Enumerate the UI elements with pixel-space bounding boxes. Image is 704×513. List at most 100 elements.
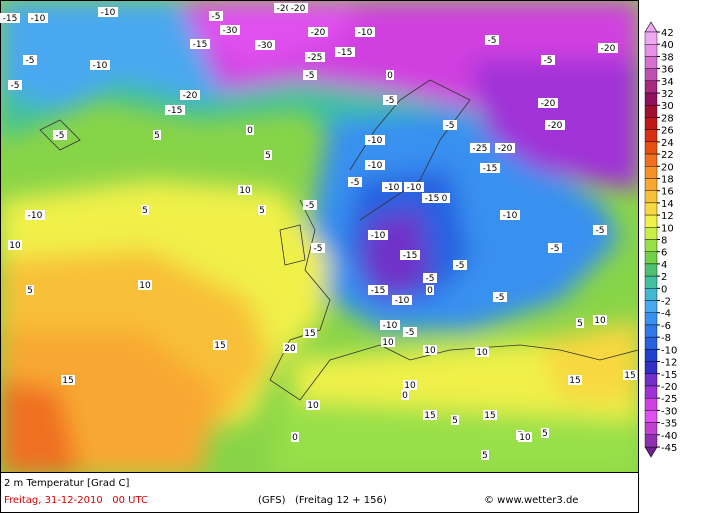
- scale-box: [644, 324, 658, 338]
- scale-box: [644, 80, 658, 94]
- contour-label: -5: [488, 36, 497, 46]
- contour-label-bg: [303, 70, 317, 80]
- map: [1, 1, 638, 472]
- scale-box: [644, 410, 658, 423]
- contour-label-bg: [403, 380, 417, 390]
- scale-box: [644, 263, 658, 277]
- contour-label: -10: [407, 183, 422, 193]
- contour-label-bg: [90, 60, 110, 70]
- scale-label: 24: [661, 138, 674, 149]
- scale-label: -45: [661, 443, 677, 454]
- contour-label: -5: [314, 244, 323, 254]
- contour-label: -15: [371, 286, 386, 296]
- contour-label-bg: [483, 410, 497, 420]
- contour-label: 15: [484, 411, 495, 421]
- contour-label-bg: [470, 143, 490, 153]
- contour-label: 0: [387, 71, 393, 81]
- contour-label: -5: [446, 121, 455, 131]
- contour-label: -20: [311, 28, 326, 38]
- contour-label: -5: [306, 71, 315, 81]
- scale-label: 40: [661, 40, 674, 51]
- contour-label: -25: [473, 144, 488, 154]
- scale-label: 0: [661, 284, 667, 295]
- contour-label: -30: [258, 41, 273, 51]
- contour-label-bg: [246, 125, 254, 135]
- contour-label: 10: [139, 281, 151, 291]
- scale-label: 4: [661, 260, 667, 271]
- contour-label-bg: [255, 40, 275, 50]
- scale-box: [644, 397, 658, 411]
- scale-box: [644, 422, 658, 435]
- contour-label-bg: [190, 39, 210, 49]
- contour-label-bg: [335, 47, 355, 57]
- contour-label: -15: [425, 194, 440, 204]
- scale-box: [644, 56, 658, 69]
- scale-label: 10: [661, 223, 674, 234]
- contour-label-bg: [382, 182, 402, 192]
- contour-label-bg: [500, 210, 520, 220]
- scale-box: [644, 92, 658, 106]
- scale-box: [644, 275, 658, 289]
- scale-box: [644, 373, 658, 387]
- scale-box: [644, 202, 658, 216]
- contour-label-bg: [8, 80, 22, 90]
- contour-label-bg: [568, 375, 582, 385]
- contour-label: -10: [93, 61, 108, 71]
- contour-label: -10: [383, 321, 398, 331]
- scale-box: [644, 227, 658, 240]
- contour-label: 15: [214, 341, 225, 351]
- contour-label-bg: [541, 428, 549, 438]
- contour-label: -5: [551, 244, 560, 254]
- contour-label: 10: [9, 241, 21, 251]
- contour-label-bg: [538, 98, 558, 108]
- contour-label: -5: [544, 56, 553, 66]
- contour-label-bg: [258, 205, 266, 215]
- contour-label: -30: [223, 26, 238, 36]
- contour-label: 15: [424, 411, 435, 421]
- contour-label: 15: [62, 376, 73, 386]
- contour-label: -20: [541, 99, 556, 109]
- contour-label-bg: [25, 210, 45, 220]
- contour-label-bg: [165, 105, 185, 115]
- contour-label-bg: [288, 3, 308, 13]
- scale-label: 18: [661, 174, 674, 185]
- footer-copyright: © www.wetter3.de: [484, 495, 578, 506]
- contour-label: -5: [351, 178, 360, 188]
- scale-label: -15: [661, 370, 677, 381]
- scale-label: 14: [661, 199, 674, 210]
- scale-label: -2: [661, 297, 671, 308]
- contour-label-bg: [426, 285, 434, 295]
- contour-label: 10: [239, 186, 251, 196]
- scale-label: 20: [661, 162, 674, 173]
- contour-label-bg: [593, 225, 607, 235]
- contour-label-bg: [141, 205, 149, 215]
- contour-label: -20: [548, 121, 563, 131]
- contour-label: -15: [483, 164, 498, 174]
- scale-box: [644, 44, 658, 57]
- scale-box: [644, 300, 658, 313]
- contour-label: -20: [277, 4, 292, 14]
- contour-label: -10: [368, 136, 383, 146]
- contour-label-bg: [355, 27, 375, 37]
- contour-label: -5: [426, 274, 435, 284]
- contour-label-bg: [220, 25, 240, 35]
- contour-label: 5: [154, 131, 160, 141]
- contour-label: 10: [519, 433, 531, 443]
- contour-label-bg: [485, 35, 499, 45]
- contour-label: -5: [306, 201, 315, 211]
- contour-label: -10: [395, 296, 410, 306]
- contour-label-bg: [308, 27, 328, 37]
- scale-label: -12: [661, 358, 677, 369]
- scale-label: -8: [661, 333, 671, 344]
- scale-box: [644, 68, 658, 82]
- contour-label: -15: [3, 14, 18, 24]
- contour-label-bg: [548, 243, 562, 253]
- scale-box: [644, 31, 658, 45]
- contour-label: -15: [338, 48, 353, 58]
- scale-label: -25: [661, 394, 677, 405]
- contour-labels: -10-15-10 -5-30-20-30-15-20-10-5-5-15-20-…: [0, 3, 637, 461]
- contour-label-bg: [443, 120, 457, 130]
- footer-model: (GFS) (Freitag 12 + 156): [258, 495, 387, 506]
- contour-label-bg: [306, 400, 320, 410]
- contour-label-bg: [53, 130, 67, 140]
